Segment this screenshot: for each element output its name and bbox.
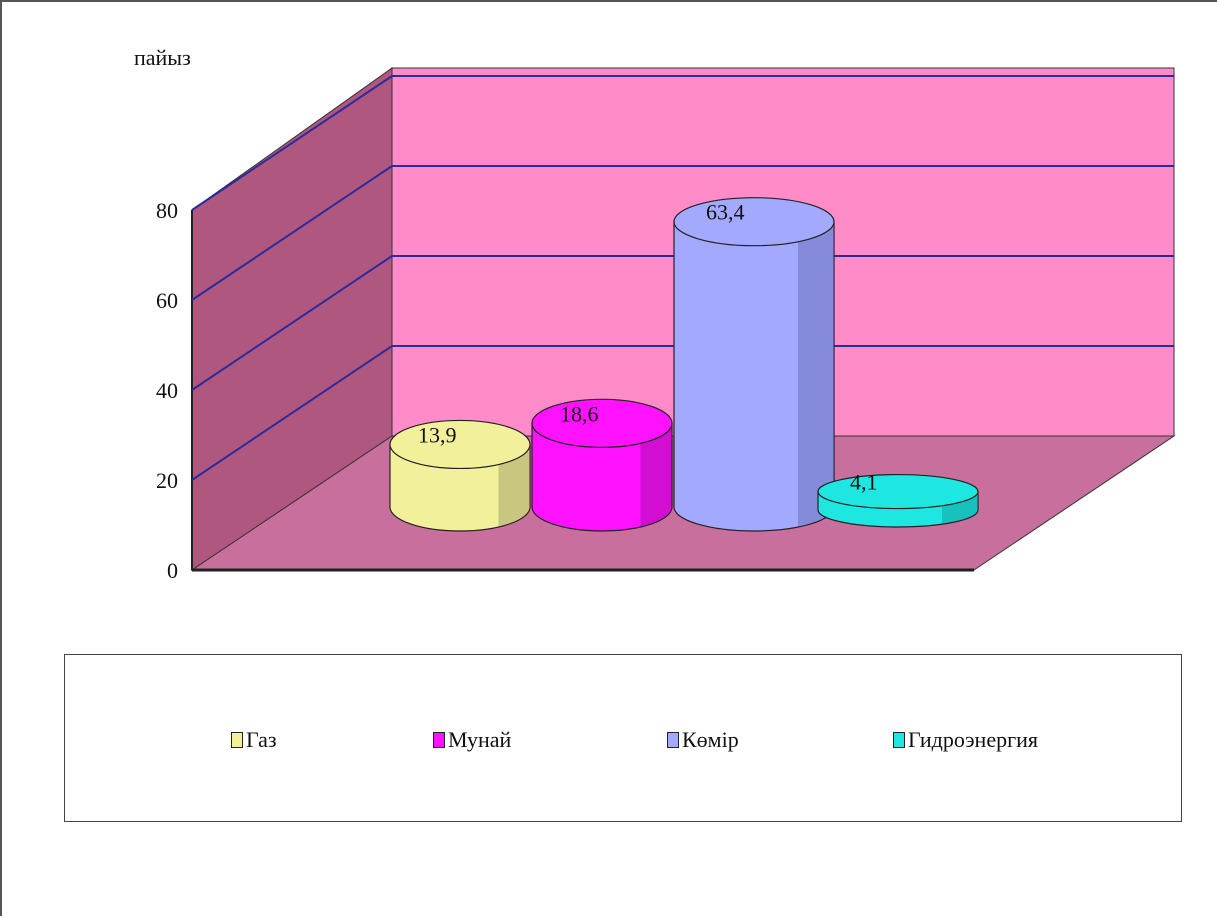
bar-body-gas xyxy=(389,443,531,532)
bar-top-oil xyxy=(531,398,673,448)
y-tick-label-80: 80 xyxy=(156,198,178,223)
gridline-60 xyxy=(191,165,1174,301)
legend-item-coal: Көмір xyxy=(667,727,739,753)
legend-label-hydro: Гидроэнергия xyxy=(908,727,1039,752)
bar-top-gas xyxy=(389,419,531,470)
legend-swatch-oil xyxy=(433,732,445,748)
bar-top-hydro xyxy=(817,473,979,510)
y-tick-label-0: 0 xyxy=(167,558,178,583)
data-label-oil: 18,6 xyxy=(560,401,599,426)
data-label-hydro: 4,1 xyxy=(850,470,878,495)
bar-shade-gas xyxy=(498,444,530,527)
legend-item-gas: Газ xyxy=(231,727,277,753)
bar-shade-oil xyxy=(640,423,672,527)
data-label-coal: 63,4 xyxy=(706,200,745,225)
gridline-80 xyxy=(191,75,1174,211)
y-tick-label-40: 40 xyxy=(156,378,178,403)
y-tick-label-60: 60 xyxy=(156,288,178,313)
y-axis-label: пайыз xyxy=(134,45,191,70)
legend-item-hydro: Гидроэнергия xyxy=(893,727,1038,753)
legend-label-coal: Көмір xyxy=(682,727,739,752)
legend-swatch-gas xyxy=(231,732,243,748)
gridline-20 xyxy=(191,345,1174,481)
bar-oil xyxy=(531,398,673,532)
y-tick-label-20: 20 xyxy=(156,468,178,493)
bar-hydro xyxy=(817,473,979,528)
bar-top-coal xyxy=(673,197,835,247)
legend-swatch-coal xyxy=(667,732,679,748)
data-label-gas: 13,9 xyxy=(418,422,457,447)
bar-shade-coal xyxy=(798,221,834,527)
legend-item-oil: Мунай xyxy=(433,727,511,753)
legend-swatch-hydro xyxy=(893,732,905,748)
legend-label-oil: Мунай xyxy=(448,727,512,752)
legend-label-gas: Газ xyxy=(246,727,277,752)
bar-gas xyxy=(389,419,531,532)
bar-body-oil xyxy=(531,422,673,532)
gridline-40 xyxy=(191,255,1174,391)
legend: Газ Мунай Көмір Гидроэнергия xyxy=(64,654,1182,822)
bar-coal xyxy=(673,197,835,532)
